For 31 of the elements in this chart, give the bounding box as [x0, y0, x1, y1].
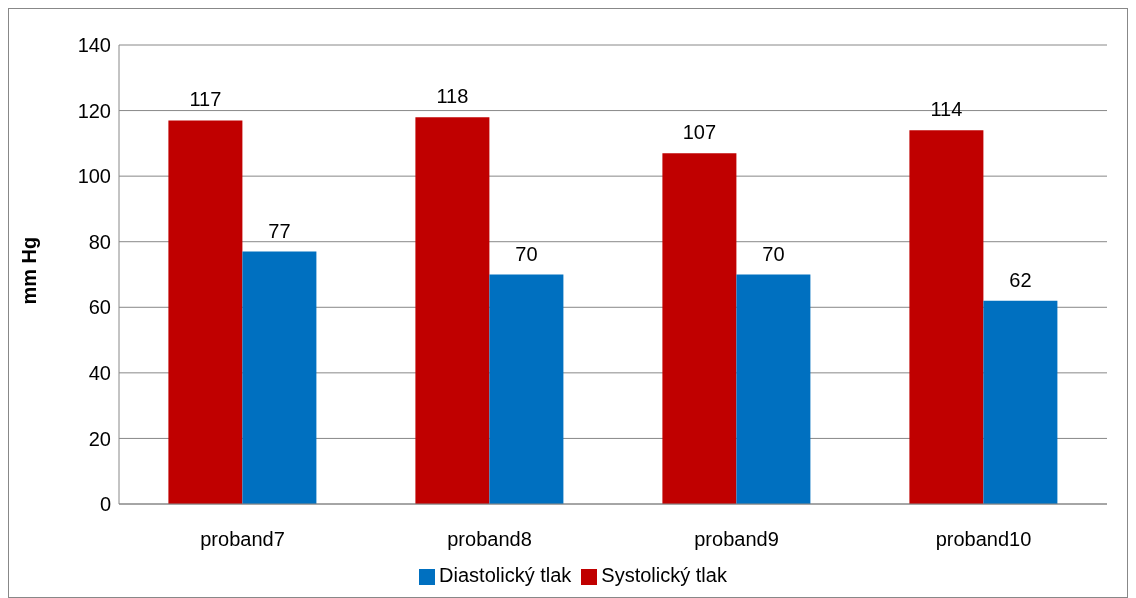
bar: [909, 130, 984, 504]
bar: [662, 153, 737, 504]
bar: [168, 120, 243, 504]
bar: [489, 274, 564, 504]
y-tick-label: 20: [88, 427, 111, 450]
bar: [415, 117, 490, 504]
y-tick-label: 0: [99, 493, 111, 516]
x-tick-label: proband10: [935, 528, 1032, 551]
x-tick-label: proband9: [694, 528, 779, 551]
data-label: 114: [930, 98, 963, 121]
y-axis-title: mm Hg: [18, 236, 41, 305]
y-tick-label: 100: [77, 165, 111, 188]
legend-label: Diastolický tlak: [439, 564, 572, 586]
x-tick-label: proband7: [200, 528, 285, 551]
x-tick-label: proband8: [447, 528, 532, 551]
data-label: 117: [189, 88, 222, 111]
y-tick-label: 80: [88, 230, 111, 253]
y-tick-label: 140: [77, 34, 111, 57]
y-tick-label: 60: [88, 296, 111, 319]
data-label: 77: [268, 219, 291, 242]
y-tick-label: 40: [88, 361, 111, 384]
data-label: 70: [515, 242, 538, 265]
legend-label: Systolický tlak: [601, 564, 727, 586]
data-label: 70: [762, 242, 785, 265]
data-label: 62: [1009, 268, 1032, 291]
bar: [242, 251, 317, 504]
bar: [736, 274, 811, 504]
y-tick-label: 120: [77, 99, 111, 122]
data-label: 107: [682, 121, 717, 144]
bar: [983, 300, 1058, 504]
data-label: 118: [436, 85, 469, 108]
